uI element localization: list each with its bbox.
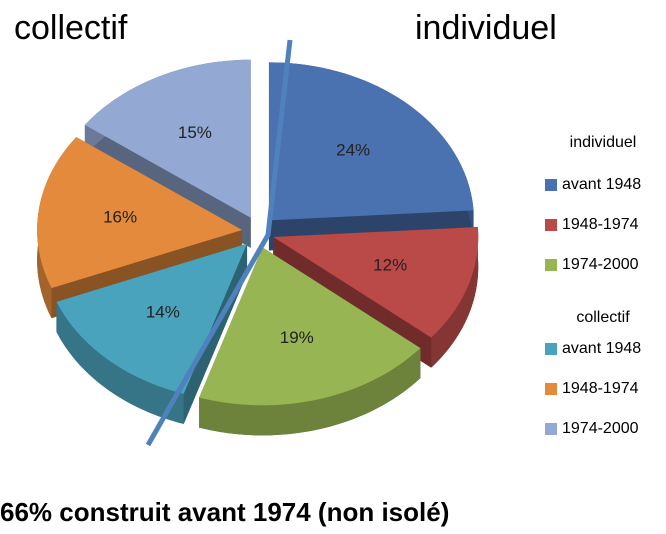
data-label: 12% — [373, 256, 407, 275]
slice-top — [199, 247, 421, 406]
slice-top — [268, 62, 474, 221]
legend-label: avant 1948 — [562, 176, 641, 193]
legend-swatch — [545, 383, 557, 395]
legend-swatch — [545, 423, 557, 435]
legend-group-title: individuel — [570, 134, 637, 151]
data-label: 24% — [336, 141, 370, 160]
slice: 24% — [268, 62, 474, 251]
legend-label: 1974-2000 — [562, 420, 639, 437]
data-label: 14% — [146, 302, 180, 321]
slice: 19% — [199, 247, 421, 436]
legend-swatch — [545, 259, 557, 271]
data-label: 15% — [178, 123, 212, 142]
legend-label: avant 1948 — [562, 340, 641, 357]
legend-swatch — [545, 343, 557, 355]
legend: individuel avant 1948 1948-1974 1974-2000 co… — [545, 134, 641, 437]
slice-side — [183, 243, 248, 424]
annotation: collectif — [14, 9, 128, 47]
legend-swatch — [545, 179, 557, 191]
pie: 15% 24% 16% 12% 14% 19% — [37, 59, 479, 436]
footer: 66% construit avant 1974 (non isolé) — [0, 497, 449, 527]
slice-wall — [199, 348, 421, 436]
slice-top — [84, 59, 251, 218]
legend-label: 1948-1974 — [562, 216, 639, 233]
legend-group-title: collectif — [576, 309, 630, 326]
legend-swatch — [545, 219, 557, 231]
slice: 14% — [56, 243, 248, 424]
separator — [145, 39, 293, 447]
data-label: 16% — [103, 208, 137, 227]
annotation: individuel — [415, 9, 557, 47]
slice-wall — [56, 301, 184, 424]
slice-top — [273, 227, 479, 338]
legend-label: 1948-1974 — [562, 380, 639, 397]
legend-label: 1974-2000 — [562, 256, 639, 273]
slice: 16% — [37, 137, 243, 319]
slice: 12% — [273, 227, 479, 368]
slice-wall — [431, 227, 479, 368]
slice-top — [37, 137, 243, 289]
data-label: 19% — [280, 328, 314, 347]
